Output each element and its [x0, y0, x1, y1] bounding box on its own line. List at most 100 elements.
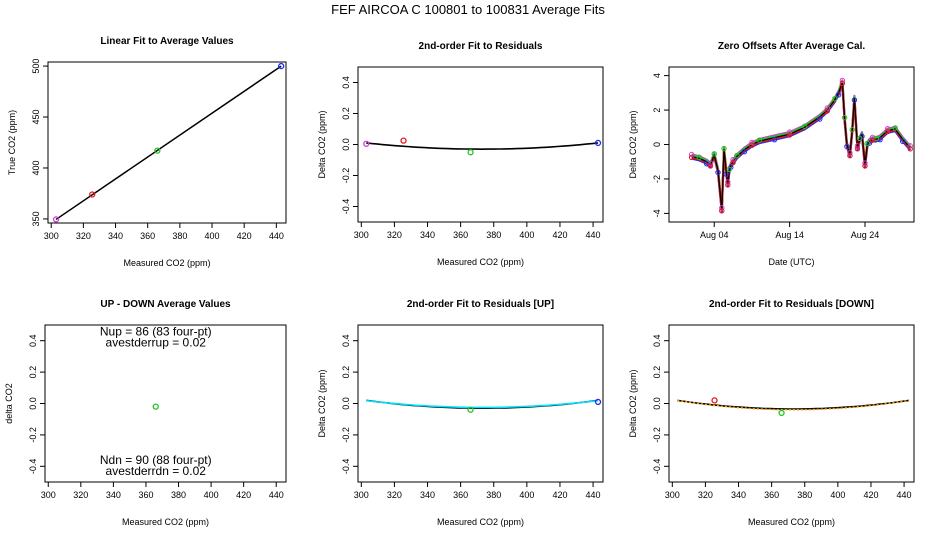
offset-point [907, 146, 913, 152]
panel-title: UP - DOWN Average Values [100, 299, 231, 310]
y-tick-label: -0.4 [341, 459, 351, 475]
y-tick-label: 0.4 [341, 76, 351, 89]
offset-point [730, 156, 736, 163]
x-tick-label: 440 [586, 490, 601, 500]
y-tick-label: 0.2 [28, 366, 38, 379]
data-point [467, 406, 474, 413]
offset-trace [691, 79, 912, 209]
x-tick-label: 340 [106, 490, 121, 500]
y-axis-label: Delta CO2 (ppm) [628, 369, 638, 437]
fit-curve [366, 142, 599, 151]
x-tick-label: 440 [897, 490, 912, 500]
offset-point [734, 152, 740, 159]
offset-point [899, 138, 906, 145]
x-axis-label: Measured CO2 (ppm) [122, 517, 209, 527]
offset-point [864, 140, 870, 147]
x-tick-label: 440 [586, 230, 601, 240]
offset-point [786, 132, 793, 138]
annotation: Ndn = 90 (88 four-pt) [100, 453, 212, 467]
x-tick-label: 380 [171, 490, 186, 500]
y-axis-label: True CO2 (ppm) [7, 110, 17, 175]
x-axis-label: Measured CO2 (ppm) [748, 517, 835, 527]
annotation: avestderrdn = 0.02 [106, 464, 207, 478]
offset-point [892, 125, 898, 131]
plot-frame [357, 66, 604, 223]
y-tick-label: 0.4 [652, 334, 662, 347]
offset-point [907, 143, 913, 149]
offset-point [847, 152, 853, 159]
data-point [594, 139, 602, 147]
offset-point [824, 108, 831, 114]
x-tick-label: 380 [486, 230, 501, 240]
data-point [594, 398, 602, 406]
x-tick-label: 400 [519, 490, 534, 500]
x-tick-label: 400 [204, 490, 219, 500]
offset-point [841, 114, 848, 121]
x-tick-label: 320 [387, 230, 402, 240]
y-tick-label: 350 [31, 211, 41, 226]
y-tick-label: -0.2 [28, 427, 38, 443]
x-tick-label: 300 [354, 490, 369, 500]
y-axis-label: Delta CO2 (ppm) [317, 369, 327, 437]
offset-point [854, 146, 861, 152]
offset-point [756, 137, 763, 143]
panel-p3: Zero Offsets After Average Cal. Aug 04 Aug… [628, 41, 915, 267]
y-tick-label: 500 [31, 59, 41, 74]
x-tick-label: 320 [698, 490, 713, 500]
x-tick-label: 400 [519, 230, 534, 240]
panel-p4: UP - DOWN Average Values 300 320 340 360 380 4… [4, 299, 287, 527]
offset-point [725, 179, 731, 185]
offset-point [715, 169, 721, 176]
data-point [467, 149, 474, 156]
x-tick-label: 420 [552, 490, 567, 500]
offset-point [730, 159, 736, 166]
panel-title: 2nd-order Fit to Residuals [UP] [407, 299, 554, 310]
y-tick-label: -0.2 [652, 427, 662, 443]
x-tick-label: 400 [205, 231, 220, 241]
y-axis-label: delta CO2 [4, 383, 14, 424]
offset-point [726, 166, 733, 173]
y-tick-label: -0.2 [341, 427, 351, 443]
offset-point [688, 154, 695, 161]
offset-point [851, 97, 858, 103]
offset-point [854, 143, 861, 149]
offset-point [801, 123, 808, 129]
fit-curve [677, 399, 910, 411]
x-tick-label: 380 [486, 490, 501, 500]
panel-p6: 2nd-order Fit to Residuals [DOWN] 300 320 3… [628, 299, 915, 527]
x-tick-label: 300 [41, 490, 56, 500]
x-tick-label: 400 [830, 490, 845, 500]
data-point [89, 191, 96, 198]
fit-curve [366, 399, 599, 409]
panel-title: Zero Offsets After Average Cal. [718, 41, 865, 52]
x-tick-label: 360 [138, 490, 153, 500]
y-tick-label: 0.0 [341, 397, 351, 410]
y-tick-label: 0 [652, 142, 662, 147]
figure-title: FEF AIRCOA C 100801 to 100831 Average Fi… [331, 2, 605, 17]
offset-point [847, 150, 853, 156]
x-tick-label: 420 [863, 490, 878, 500]
offset-point [844, 143, 850, 150]
y-tick-label: -4 [652, 209, 662, 217]
x-tick-label: 320 [76, 231, 91, 241]
x-tick-label: 300 [44, 231, 59, 241]
offset-point [721, 145, 727, 152]
panel-p2: 2nd-order Fit to Residuals 300 320 340 360 38… [317, 41, 604, 267]
y-tick-label: -0.2 [341, 168, 351, 184]
y-tick-label: 0.2 [341, 366, 351, 379]
offset-point [719, 208, 725, 214]
offset-point [719, 205, 725, 211]
x-axis-label: Measured CO2 (ppm) [437, 257, 524, 267]
x-tick-label: 340 [108, 231, 123, 241]
y-tick-label: 0.2 [652, 366, 662, 379]
x-axis-label: Date (UTC) [768, 257, 814, 267]
x-tick-label: 340 [731, 490, 746, 500]
x-tick-label: Aug 04 [700, 230, 729, 240]
offset-point [862, 160, 868, 166]
x-tick-label: 320 [73, 490, 88, 500]
data-point [52, 216, 60, 223]
x-tick-label: 380 [172, 231, 187, 241]
offset-point [749, 142, 755, 149]
x-tick-label: 300 [665, 490, 680, 500]
panel-p5: 2nd-order Fit to Residuals [UP] 300 320 340… [317, 299, 604, 527]
